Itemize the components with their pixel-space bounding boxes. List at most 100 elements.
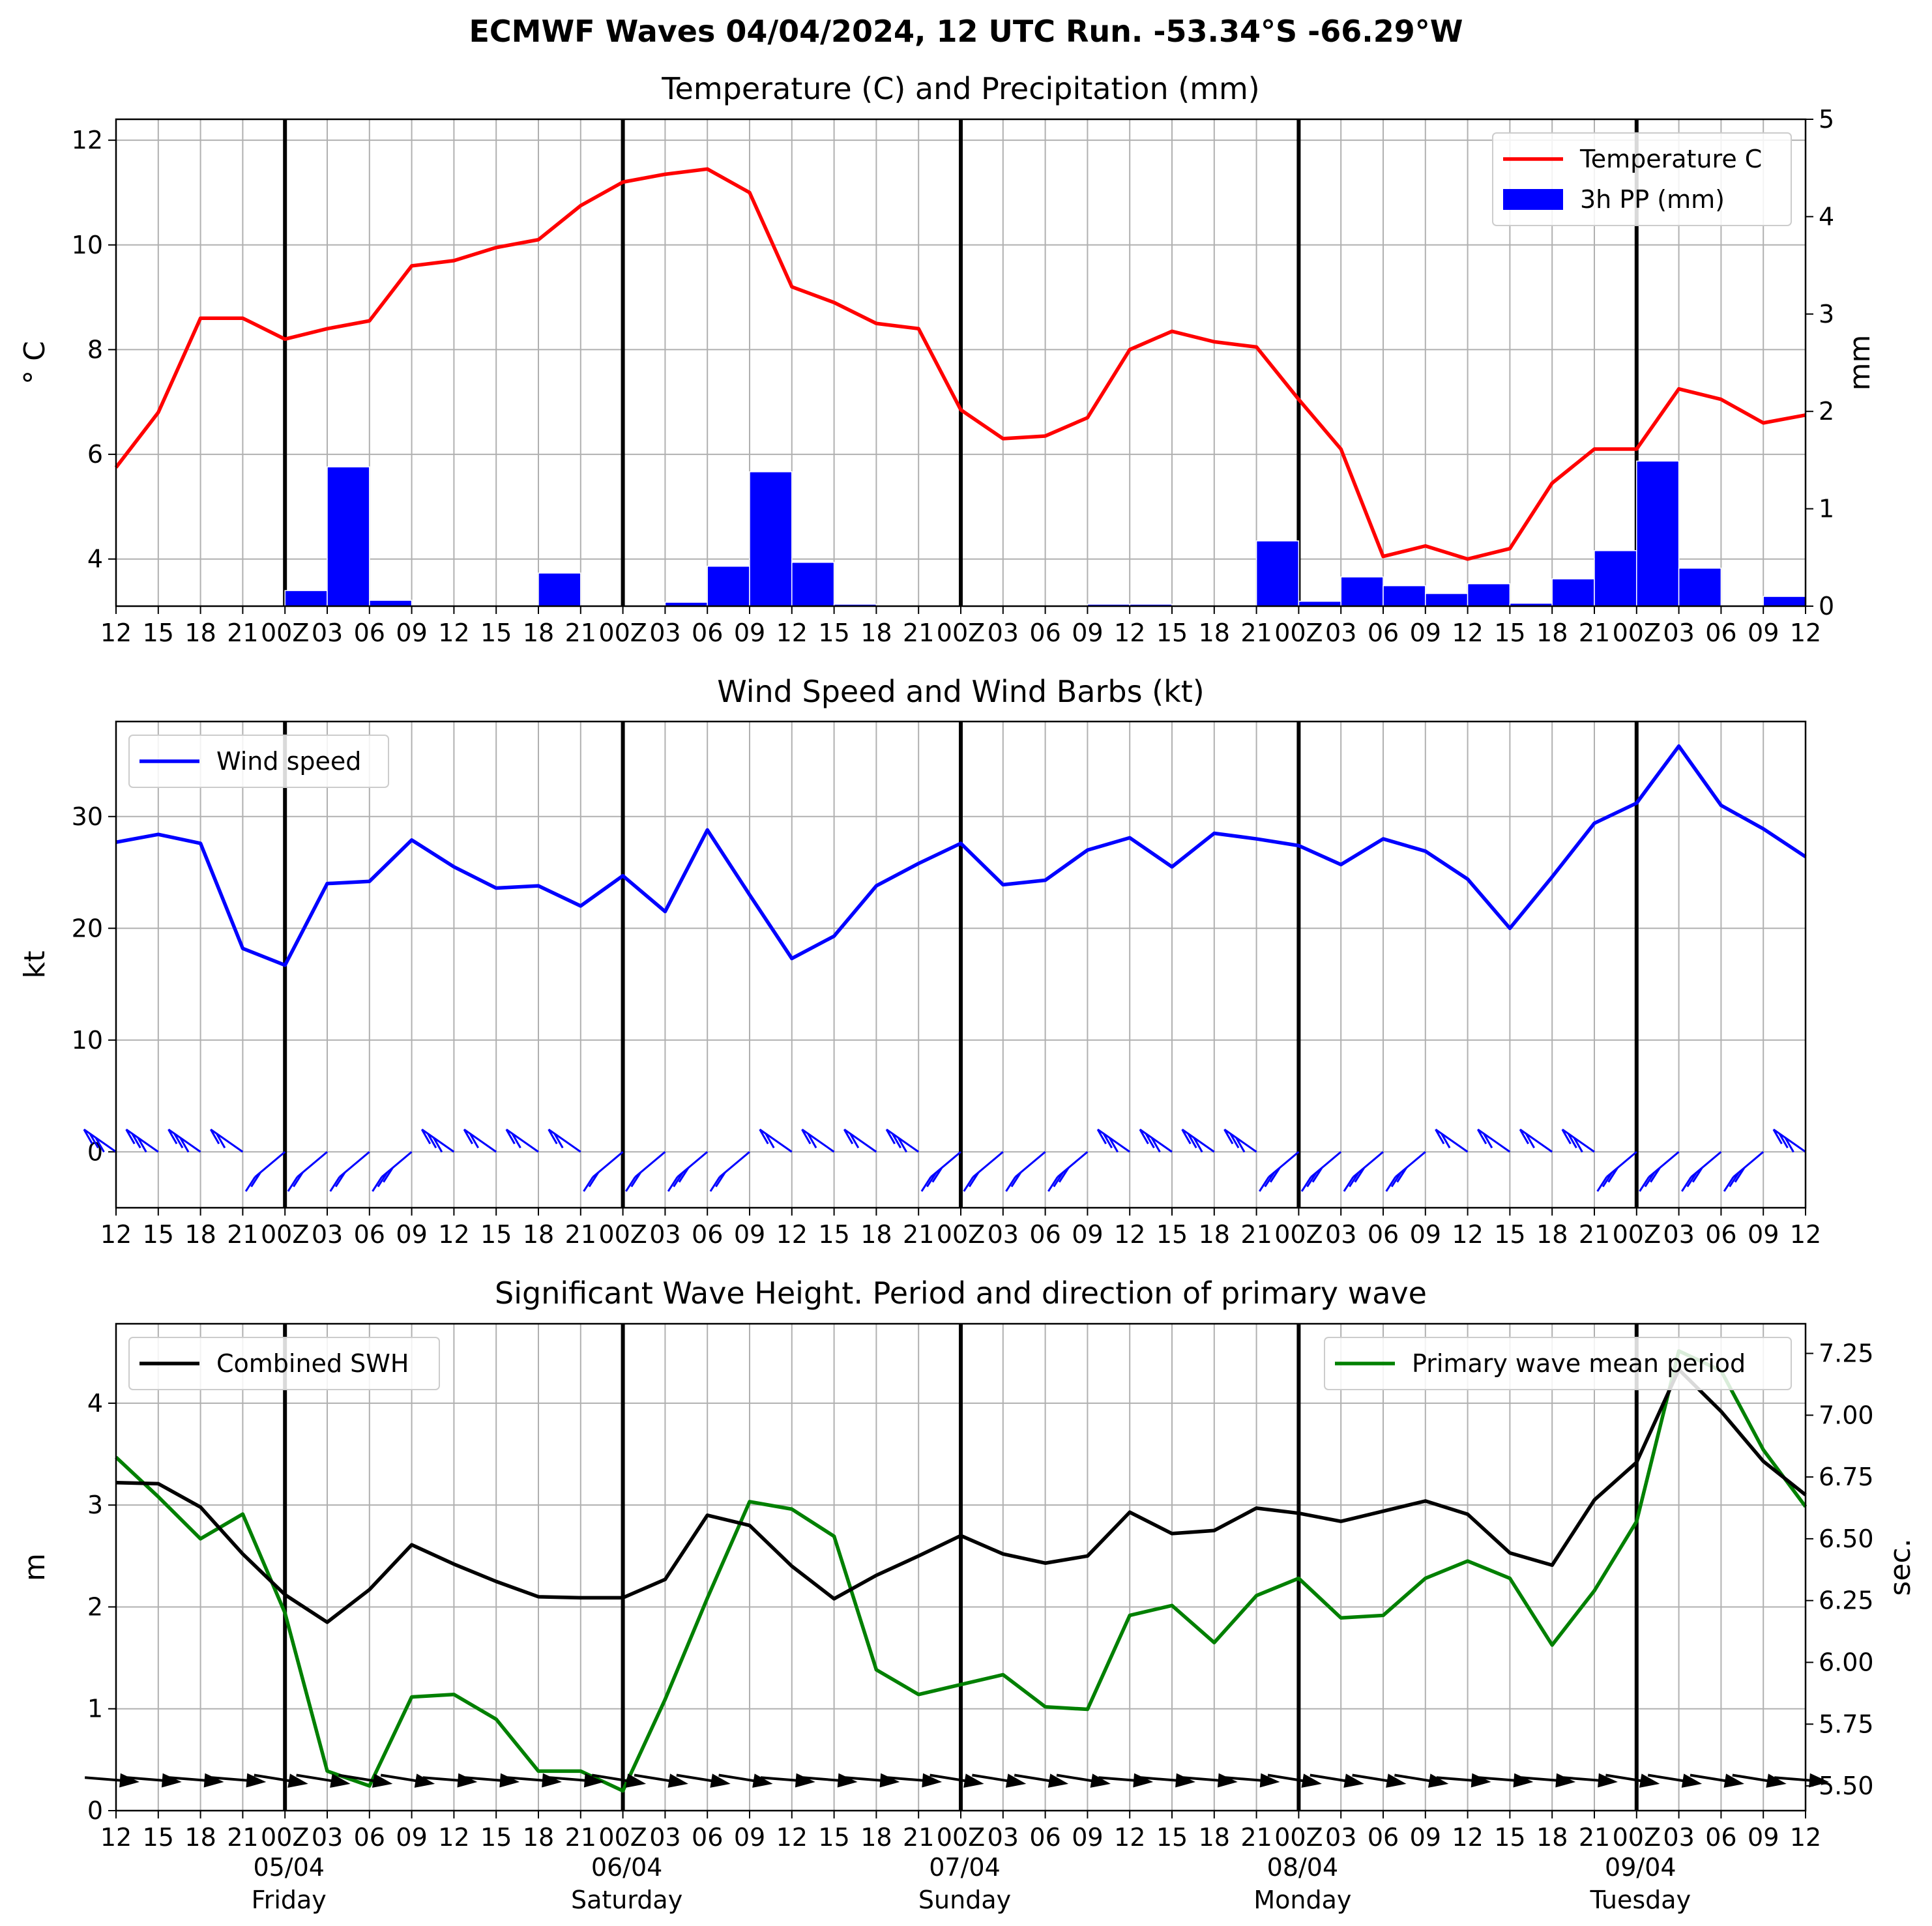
wind-barb — [287, 1151, 328, 1192]
x-tick-label: 12 — [100, 619, 132, 647]
arrow-head — [1217, 1773, 1238, 1788]
x-tick-label: 03 — [988, 1823, 1019, 1852]
x-tick-label: 21 — [1240, 1220, 1272, 1249]
precip-bar — [1678, 567, 1722, 607]
wind-barb — [1005, 1151, 1046, 1192]
wind-barb-feather — [83, 1129, 93, 1145]
wind-barb-feather — [215, 1133, 226, 1148]
wave-direction-arrow — [1140, 1773, 1195, 1788]
wind-barb-feather — [377, 1171, 388, 1188]
x-tick-label: 15 — [143, 619, 174, 647]
wind-barb-feather — [1525, 1133, 1535, 1148]
y-right-tick-label: 2 — [1819, 397, 1834, 426]
wind-speed-line — [115, 744, 1807, 967]
x-tick-label: 09 — [1410, 1823, 1441, 1852]
wind-barb — [1435, 1128, 1469, 1153]
wind-barb-feather — [1306, 1171, 1317, 1188]
y-right-tick-label: 3 — [1819, 300, 1834, 328]
x-tick-label: 00Z — [1274, 619, 1323, 647]
wind-barb-staff — [801, 1128, 835, 1153]
x-tick-label: 15 — [1156, 1823, 1188, 1852]
wave-direction-arrow — [84, 1773, 139, 1788]
wave-direction-arrow — [1562, 1773, 1618, 1788]
x-tick-label: 15 — [480, 1823, 512, 1852]
wind-barb — [843, 1128, 877, 1153]
wind-barb-staff — [125, 1128, 159, 1153]
wind-barb-feather — [1102, 1133, 1113, 1148]
wind-barb-staff — [1097, 1128, 1131, 1153]
wave-direction-arrow — [1521, 1773, 1576, 1788]
wave-direction-arrow — [1225, 1773, 1280, 1788]
precip-bar — [749, 471, 793, 607]
wind-barb-staff — [505, 1128, 539, 1153]
x-tick-label: 03 — [1325, 1220, 1356, 1249]
x-tick-label: 18 — [523, 1823, 554, 1852]
day-name-label: Friday — [252, 1886, 327, 1914]
arrow-head — [1175, 1773, 1195, 1788]
x-tick-label: 03 — [1663, 619, 1694, 647]
day-name-label: Saturday — [571, 1886, 682, 1914]
wind-barb — [420, 1128, 455, 1153]
panel-title: Temperature (C) and Precipitation (mm) — [661, 71, 1259, 106]
precip-bar — [1636, 460, 1680, 607]
wind-barb-feather — [244, 1176, 256, 1192]
wave-direction-arrow — [591, 1773, 647, 1788]
arrow-head — [1090, 1773, 1111, 1788]
x-tick-label: 06 — [1029, 619, 1061, 647]
arrow-head — [795, 1773, 815, 1788]
day-name-label: Tuesday — [1589, 1886, 1691, 1914]
wind-barb — [1223, 1128, 1257, 1153]
y-right-axis-label: sec. — [1884, 1538, 1917, 1596]
day-name-label: Sunday — [918, 1886, 1011, 1914]
wind-barb-feather — [1096, 1129, 1107, 1145]
arrow-head — [1343, 1773, 1364, 1788]
x-tick-label: 00Z — [261, 1220, 309, 1249]
x-tick-label: 06 — [354, 1823, 385, 1852]
wind-barb-feather — [1729, 1171, 1740, 1188]
arrow-head — [1005, 1773, 1027, 1788]
wave-direction-arrow — [465, 1773, 520, 1788]
wind-barb-feather — [1300, 1176, 1312, 1192]
wind-barb — [1139, 1128, 1173, 1153]
precip-bar — [538, 572, 581, 607]
x-tick-label: 15 — [1494, 1220, 1525, 1249]
wind-barb-feather — [1193, 1137, 1203, 1153]
wind-barb-feather — [1686, 1171, 1698, 1188]
y-tick-label: 4 — [87, 1389, 103, 1418]
wind-barb-feather — [1139, 1129, 1149, 1145]
wave-direction-arrow — [1098, 1773, 1154, 1788]
precip-bar — [1255, 540, 1300, 607]
wind-barb-feather — [715, 1171, 726, 1188]
wind-barb — [963, 1151, 1004, 1192]
arrow-head — [1427, 1773, 1449, 1788]
x-tick-label: 15 — [1156, 619, 1188, 647]
wind-barb-feather — [801, 1129, 812, 1145]
wave-direction-arrow — [972, 1773, 1027, 1788]
wave-direction-arrow — [506, 1773, 562, 1788]
wind-barb-feather — [1723, 1176, 1734, 1192]
wave-direction-arrow — [169, 1773, 224, 1788]
x-tick-label: 03 — [1663, 1823, 1694, 1852]
y-right-tick-label: 4 — [1819, 202, 1834, 231]
wind-barb — [329, 1151, 370, 1192]
x-tick-label: 06 — [1029, 1823, 1061, 1852]
wind-barb-feather — [709, 1176, 721, 1192]
wind-barb-staff — [886, 1128, 920, 1153]
wind-barb-feather — [667, 1176, 679, 1192]
panel-title: Significant Wave Height. Period and dire… — [495, 1276, 1427, 1311]
wind-barb-feather — [588, 1171, 600, 1188]
x-tick-label: 09 — [396, 619, 427, 647]
y-axis-label: kt — [18, 951, 51, 979]
wind-barb — [1047, 1151, 1089, 1192]
x-tick-label: 00Z — [937, 1220, 985, 1249]
x-tick-label: 18 — [860, 1823, 892, 1852]
x-tick-label: 12 — [438, 1823, 469, 1852]
x-tick-label: 03 — [988, 1220, 1019, 1249]
wave-direction-arrow — [296, 1773, 351, 1788]
arrow-head — [1809, 1773, 1829, 1788]
wind-barb-feather — [89, 1133, 99, 1148]
x-tick-label: 21 — [1240, 619, 1272, 647]
x-tick-label: 18 — [184, 1823, 216, 1852]
x-tick-label: 15 — [1494, 1823, 1525, 1852]
wind-barb-feather — [1772, 1129, 1783, 1145]
